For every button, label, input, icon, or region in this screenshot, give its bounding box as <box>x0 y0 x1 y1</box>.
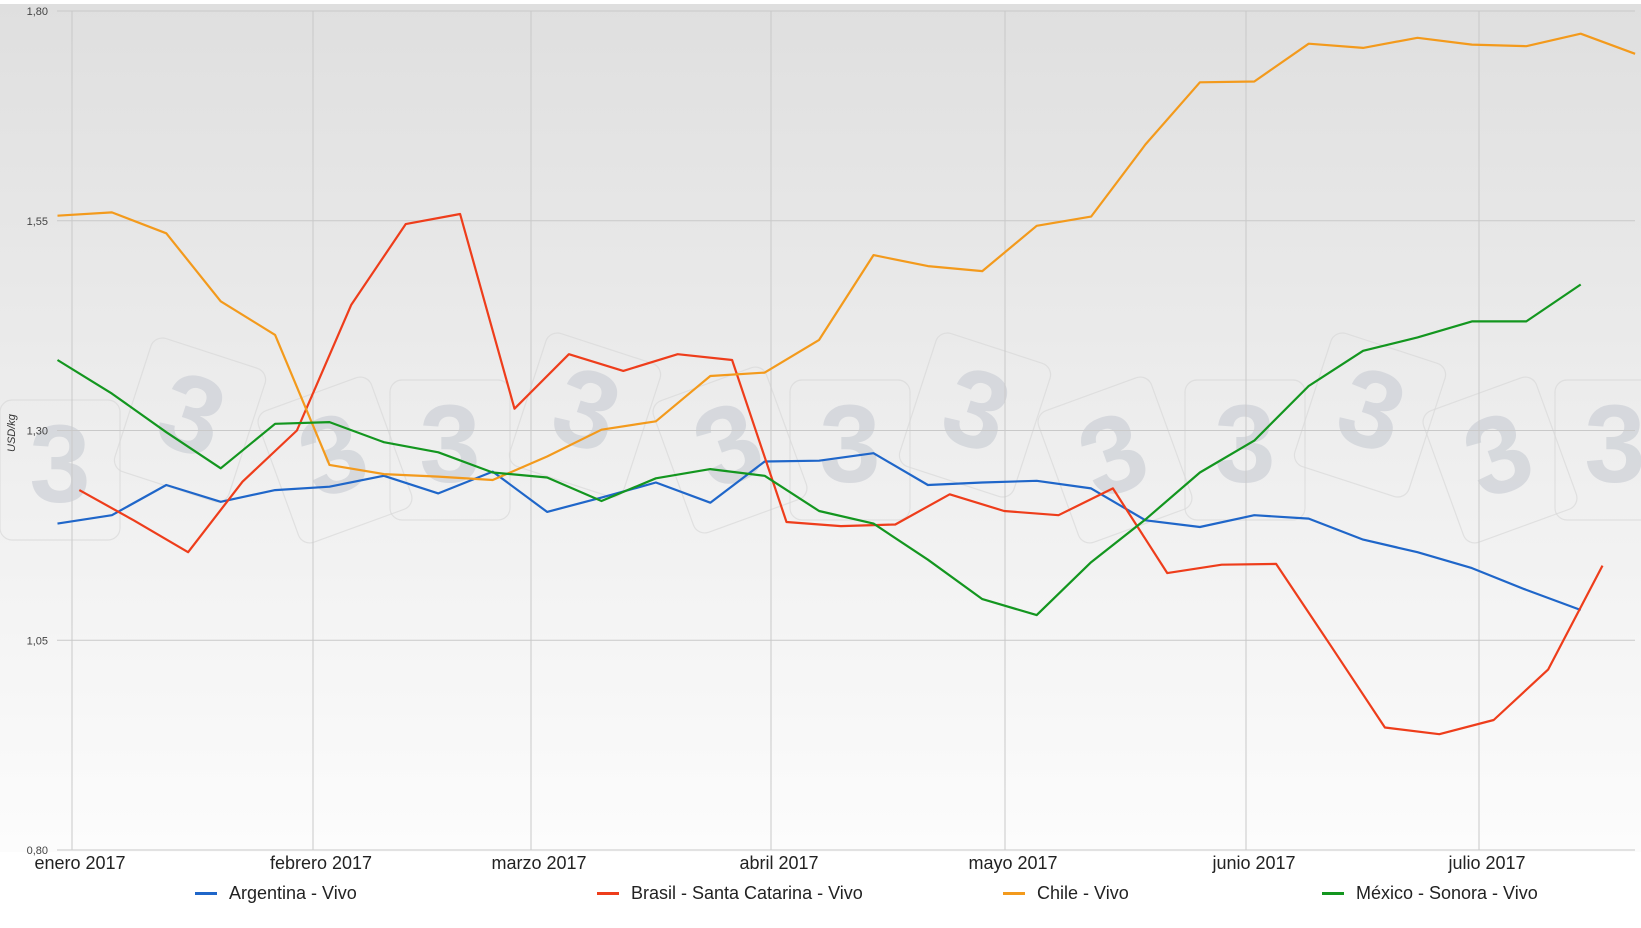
legend-label: Chile - Vivo <box>1037 882 1129 903</box>
watermark-logo-icon: 3 <box>389 379 511 521</box>
x-tick-label: abril 2017 <box>739 853 818 873</box>
svg-text:3: 3 <box>819 383 880 506</box>
watermark-logo-icon: 3 <box>789 379 911 521</box>
series-line-brasil[interactable] <box>78 212 1604 736</box>
legend-item-mexico[interactable]: México - Sonora - Vivo <box>1322 880 1538 906</box>
legend-label: México - Sonora - Vivo <box>1356 882 1538 903</box>
legend-item-brasil[interactable]: Brasil - Santa Catarina - Vivo <box>597 880 863 906</box>
x-tick-label: julio 2017 <box>1447 853 1525 873</box>
legend-line-icon <box>195 891 217 895</box>
legend-line-icon <box>1003 891 1025 895</box>
series-layer <box>56 32 1636 736</box>
y-axis: 0,80 1,05 1,30 1,55 1,80 <box>27 6 48 857</box>
series-line-mexico[interactable] <box>56 283 1582 617</box>
watermark-logo-icon: 3 <box>1554 379 1641 521</box>
x-tick-label: junio 2017 <box>1211 853 1295 873</box>
legend-label: Argentina - Vivo <box>229 882 357 903</box>
series-line-chile[interactable] <box>57 32 1636 482</box>
y-tick-label: 1,30 <box>27 426 48 438</box>
x-tick-label: febrero 2017 <box>270 853 372 873</box>
x-axis: enero 2017 febrero 2017 marzo 2017 abril 20… <box>34 853 1525 873</box>
x-tick-label: marzo 2017 <box>491 853 586 873</box>
y-tick-label: 0,80 <box>27 845 48 857</box>
svg-text:3: 3 <box>1214 383 1275 506</box>
y-tick-label: 1,55 <box>27 216 48 228</box>
x-tick-label: enero 2017 <box>34 853 125 873</box>
x-tick-label: mayo 2017 <box>968 853 1057 873</box>
plot-background <box>0 4 1641 852</box>
watermark-logo-icon: 3 <box>1184 379 1306 521</box>
legend-label: Brasil - Santa Catarina - Vivo <box>631 882 863 903</box>
legend-item-chile[interactable]: Chile - Vivo <box>1003 880 1129 906</box>
y-tick-label: 1,05 <box>27 635 48 647</box>
y-tick-label: 1,80 <box>27 6 48 18</box>
legend: Argentina - Vivo Brasil - Santa Catarina… <box>0 880 1641 906</box>
svg-text:3: 3 <box>29 403 90 526</box>
legend-item-argentina[interactable]: Argentina - Vivo <box>195 880 357 906</box>
legend-line-icon <box>1322 891 1344 895</box>
watermark-logo-icon: 3 <box>0 399 121 541</box>
svg-text:3: 3 <box>419 383 480 506</box>
legend-line-icon <box>597 891 619 895</box>
gridlines <box>57 10 1635 851</box>
svg-text:3: 3 <box>1584 383 1641 506</box>
y-axis-title: USD/kg <box>6 413 18 452</box>
series-line-argentina[interactable] <box>57 452 1582 612</box>
